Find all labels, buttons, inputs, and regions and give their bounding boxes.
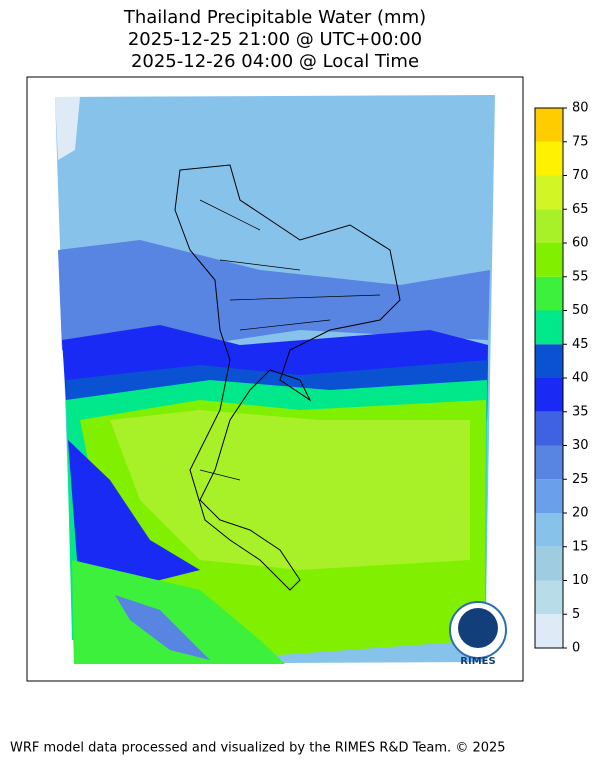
- colorbar-tick-label: 15: [572, 539, 589, 554]
- colorbar-tick-label: 65: [572, 202, 589, 217]
- colorbar-segment: [535, 445, 563, 480]
- colorbar-tick-label: 80: [572, 101, 589, 116]
- colorbar-tick-label: 40: [572, 371, 589, 386]
- colorbar-tick-label: 20: [572, 506, 589, 521]
- title-line: 2025-12-25 21:00 @ UTC+00:00: [128, 29, 422, 50]
- colorbar-tick-label: 45: [572, 337, 589, 352]
- colorbar-tick-label: 50: [572, 303, 589, 318]
- colorbar-tick-label: 70: [572, 168, 589, 183]
- title-line: 2025-12-26 04:00 @ Local Time: [131, 51, 419, 72]
- colorbar-tick-label: 30: [572, 438, 589, 453]
- colorbar-segment: [535, 580, 563, 615]
- colorbar-segment: [535, 378, 563, 412]
- colorbar-segment: [535, 344, 563, 378]
- colorbar-segment: [535, 614, 563, 648]
- colorbar-segment: [535, 513, 563, 547]
- colorbar-segment: [535, 546, 563, 581]
- colorbar-segment: [535, 310, 563, 345]
- title-line: Thailand Precipitable Water (mm): [123, 7, 426, 28]
- colorbar-segment: [535, 141, 563, 176]
- colorbar-tick-label: 75: [572, 134, 589, 149]
- colorbar-tick-label: 5: [572, 607, 580, 622]
- colorbar-segment: [535, 108, 563, 142]
- colorbar-segment: [535, 276, 563, 311]
- colorbar-segment: [535, 411, 563, 446]
- colorbar-segment: [535, 243, 563, 277]
- logo-text: RIMES: [460, 656, 495, 667]
- colorbar-tick-label: 25: [572, 472, 589, 487]
- logo: RIMES: [449, 601, 507, 667]
- colorbar-tick-label: 10: [572, 573, 589, 588]
- colorbar-segment: [535, 479, 563, 513]
- colorbar-tick-label: 35: [572, 404, 589, 419]
- colorbar-tick-label: 55: [572, 269, 589, 284]
- footer: WRF model data processed and visualized …: [10, 741, 506, 756]
- colorbar-segment: [535, 175, 563, 210]
- colorbar: 0 5 10 15 20 25 30 35 40 45 50 55 60 65 70 75 80: [534, 101, 589, 656]
- colorbar-segment: [535, 209, 563, 243]
- colorbar-tick-label: 0: [572, 641, 580, 656]
- colorbar-tick-label: 60: [572, 236, 589, 251]
- map: RIMES: [26, 76, 524, 682]
